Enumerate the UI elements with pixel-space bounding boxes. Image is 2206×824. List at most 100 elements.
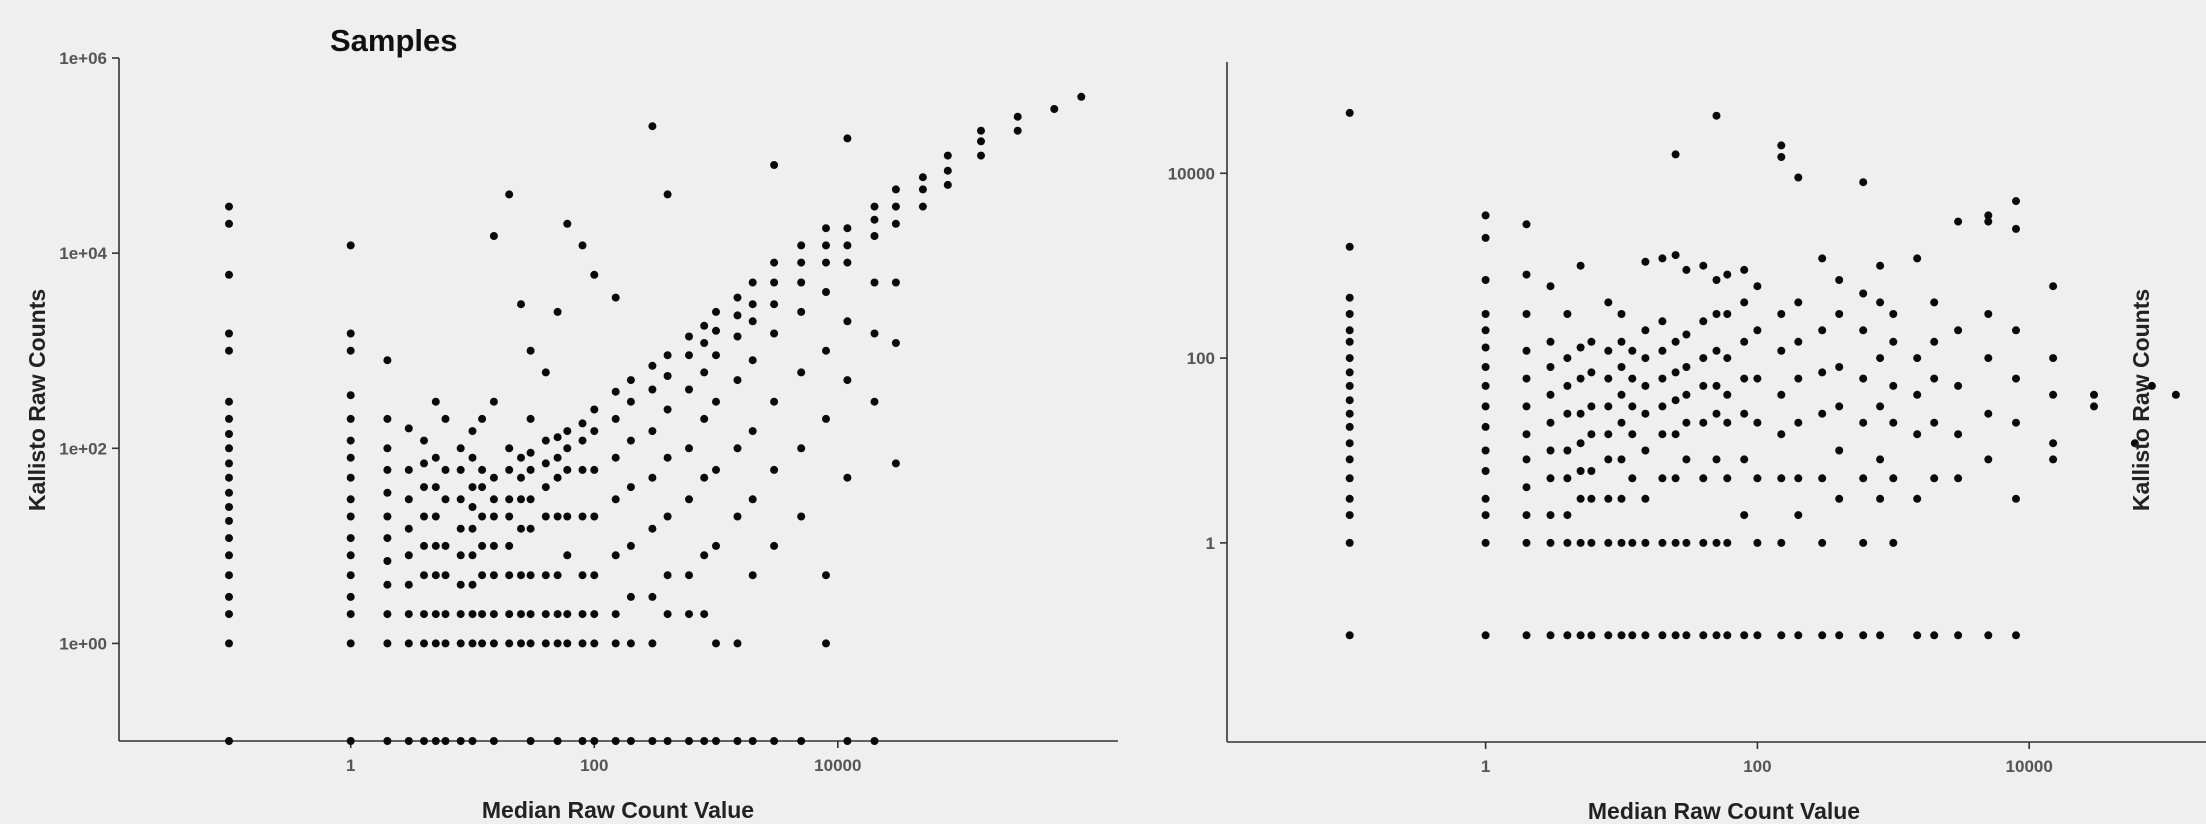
right-data-point [1671, 150, 1680, 159]
left-data-point [563, 610, 572, 619]
left-y-tick-label: 1e+04 [59, 244, 107, 263]
right-data-point [1481, 343, 1490, 352]
left-points-group [225, 92, 1086, 745]
right-data-point [1723, 390, 1732, 399]
right-data-point [1576, 494, 1585, 503]
right-data-point [1740, 298, 1749, 307]
left-data-point [541, 483, 550, 492]
chart-title: Samples [330, 23, 458, 58]
right-data-point [2130, 439, 2139, 448]
left-data-point [383, 557, 392, 565]
left-data-point [563, 551, 572, 560]
right-data-point [1617, 310, 1626, 318]
left-data-point [441, 737, 450, 745]
left-data-point [843, 134, 852, 143]
left-data-point [346, 495, 355, 504]
right-data-point [1641, 354, 1650, 363]
left-y-tick-label: 1e+02 [59, 439, 107, 458]
right-data-point [1682, 265, 1691, 274]
left-data-point [468, 639, 477, 648]
left-data-point [748, 356, 757, 365]
left-data-point [505, 465, 514, 474]
right-data-point [1522, 430, 1531, 439]
left-data-point [733, 512, 742, 521]
right-data-point [1604, 346, 1613, 355]
left-data-point [225, 534, 233, 543]
right-data-point [1753, 538, 1762, 547]
left-data-point [489, 639, 498, 648]
right-data-point [1794, 631, 1803, 640]
left-data-point [489, 737, 498, 745]
right-data-point [1913, 631, 1922, 640]
right-data-point [1712, 538, 1721, 547]
right-data-point [1913, 430, 1922, 439]
left-data-point [770, 161, 779, 169]
left-data-point [225, 516, 233, 525]
right-data-point [1345, 396, 1354, 405]
right-data-point [1794, 337, 1803, 346]
left-data-point [663, 512, 672, 521]
left-data-point [489, 541, 498, 550]
right-data-point [1522, 511, 1531, 520]
right-data-point [2012, 374, 2020, 383]
right-data-point [1889, 538, 1898, 547]
left-data-point [456, 444, 465, 453]
left-data-point [648, 473, 657, 482]
right-data-point [1876, 261, 1885, 270]
right-data-point [1481, 276, 1490, 284]
left-data-point [431, 397, 440, 406]
left-data-point [770, 397, 779, 406]
right-data-point [1345, 474, 1354, 483]
right-data-point [1641, 381, 1650, 390]
right-data-point [1954, 326, 1963, 335]
left-data-point [797, 444, 806, 453]
right-data-point [1481, 446, 1490, 455]
left-data-point [797, 258, 806, 267]
right-data-point [1658, 430, 1667, 439]
left-data-point [590, 639, 599, 648]
left-data-point [383, 444, 392, 453]
left-data-point [478, 639, 487, 648]
left-data-point [225, 329, 233, 338]
left-data-point [383, 737, 392, 745]
right-data-point [1682, 363, 1691, 371]
left-data-point [700, 414, 709, 423]
left-data-point [468, 551, 477, 560]
right-y-axis-title: Kallisto Raw Counts [2128, 289, 2154, 511]
left-data-point [770, 737, 779, 745]
left-data-point [648, 122, 657, 131]
left-data-point [712, 397, 720, 406]
left-data-point [843, 737, 852, 745]
right-data-point [1345, 538, 1354, 547]
left-data-point [346, 241, 355, 250]
left-data-point [748, 427, 757, 436]
left-data-point [977, 126, 985, 135]
left-scatter-plot: Samples 1 100 10000 1e+00 1e+02 1e+04 1e+06 Me… [24, 23, 1118, 823]
left-data-point [822, 571, 830, 580]
right-data-point [1522, 374, 1531, 383]
left-data-point [420, 512, 428, 521]
right-data-point [1740, 455, 1749, 464]
left-data-point [578, 571, 587, 580]
left-data-point [590, 405, 599, 414]
right-data-point [1699, 474, 1708, 483]
right-data-point [1576, 538, 1585, 547]
left-data-point [578, 737, 587, 745]
right-data-point [1777, 346, 1786, 355]
right-data-point [1712, 409, 1721, 418]
left-data-point [431, 639, 440, 648]
left-data-point [733, 311, 742, 320]
left-data-point [748, 571, 757, 580]
left-data-point [517, 571, 525, 580]
right-data-point [1617, 538, 1626, 547]
left-data-point [663, 372, 672, 380]
right-data-point [2049, 354, 2058, 363]
left-data-point [943, 151, 952, 160]
left-data-point [489, 473, 498, 482]
left-data-point [346, 639, 355, 648]
right-data-point [1546, 446, 1555, 455]
left-data-point [505, 610, 514, 619]
left-data-point [420, 541, 428, 550]
right-y-tick-label: 10000 [1168, 164, 1215, 183]
right-data-point [1682, 390, 1691, 399]
